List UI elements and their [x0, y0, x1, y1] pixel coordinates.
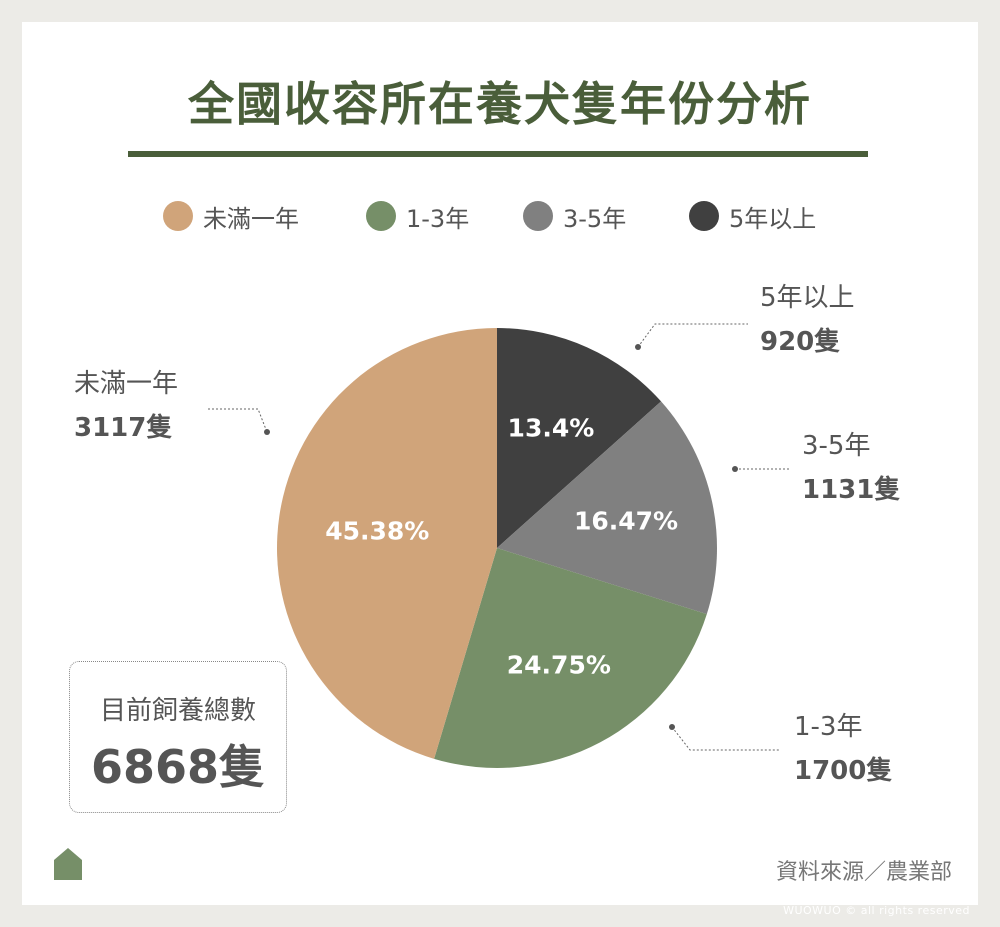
- callout-over5-label: 5年以上: [760, 283, 855, 313]
- pie-slice-under1: [277, 328, 497, 759]
- source-note: 資料來源／農業部: [775, 860, 952, 885]
- legend-item-3to5: 3-5年: [523, 196, 626, 236]
- legend-swatch-under1: [163, 201, 193, 231]
- pie-slice-over5: [497, 328, 662, 548]
- legend-item-1to3: 1-3年: [366, 196, 469, 236]
- legend-swatch-1to3: [366, 201, 396, 231]
- leader-dot-under1: [264, 429, 270, 435]
- legend-swatch-3to5: [523, 201, 553, 231]
- legend-label-under1: 未滿一年: [203, 204, 299, 233]
- pie-label-over5: 13.4%: [508, 414, 595, 443]
- chart-title: 全國收容所在養犬隻年份分析: [188, 77, 812, 131]
- callout-over5: 5年以上 920隻: [760, 276, 855, 364]
- callout-1to3-count: 1700隻: [794, 756, 893, 786]
- leader-line-over5: [637, 323, 748, 348]
- pie-label-under1: 45.38%: [325, 517, 429, 546]
- callout-under1-count: 3117隻: [74, 413, 173, 443]
- callout-3to5-label: 3-5年: [802, 431, 871, 461]
- callout-1to3-label: 1-3年: [794, 712, 863, 742]
- total-label: 目前飼養總數: [99, 696, 256, 726]
- pie-label-3to5: 16.47%: [574, 506, 678, 535]
- leader-line-under1: [208, 408, 268, 433]
- callout-3to5: 3-5年 1131隻: [802, 424, 900, 512]
- callout-under1: 未滿一年 3117隻: [74, 362, 178, 450]
- total-value: 6868隻: [90, 740, 266, 794]
- callout-over5-count: 920隻: [760, 327, 841, 357]
- legend-label-3to5: 3-5年: [563, 204, 627, 233]
- title-underline: [128, 151, 868, 157]
- pie-slice-3to5: [497, 401, 717, 615]
- callout-under1-label: 未滿一年: [74, 369, 179, 399]
- legend-label-1to3: 1-3年: [406, 204, 470, 233]
- legend-item-under1: 未滿一年: [163, 196, 299, 236]
- leader-dot-3to5: [732, 466, 738, 472]
- copyright-note: WUOWUO © all rights reserved: [783, 904, 970, 917]
- pie-label-1to3: 24.75%: [507, 651, 611, 680]
- leader-dot-over5: [635, 344, 641, 350]
- pie-slice-1to3: [434, 548, 707, 768]
- leader-dot-1to3: [669, 724, 675, 730]
- callout-3to5-count: 1131隻: [802, 475, 901, 505]
- callout-1to3: 1-3年 1700隻: [794, 705, 892, 793]
- house-icon: [54, 848, 82, 880]
- legend-swatch-over5: [689, 201, 719, 231]
- leader-line-1to3: [671, 726, 780, 751]
- legend-label-over5: 5年以上: [729, 204, 817, 233]
- legend: 未滿一年 1-3年 3-5年 5年以上: [0, 196, 1000, 236]
- total-box: 目前飼養總數 6868隻: [69, 661, 287, 813]
- legend-item-over5: 5年以上: [689, 196, 816, 236]
